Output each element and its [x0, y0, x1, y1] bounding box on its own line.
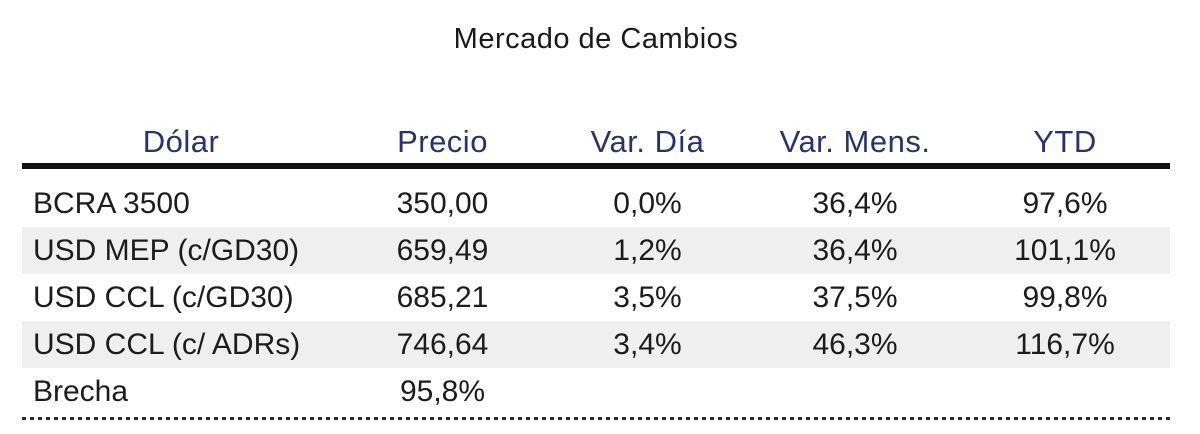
table-header-row: Dólar Precio Var. Día Var. Mens. YTD [22, 117, 1170, 169]
precio-value: 350,00 [396, 186, 489, 220]
row-label: BCRA 3500 [33, 186, 190, 220]
table-row-usd-mep: USD MEP (c/GD30) 659,49 1,2% 36,4% 101,1… [22, 227, 1170, 274]
precio-value: 95,8% [399, 374, 486, 408]
table-row-usd-ccl-adrs: USD CCL (c/ ADRs) 746,64 3,4% 46,3% 116,… [22, 321, 1170, 368]
column-header-var-dia: Var. Día [590, 124, 705, 159]
row-label: USD CCL (c/ ADRs) [33, 327, 301, 361]
var-dia-value: 1,2% [613, 233, 682, 267]
row-label: Brecha [33, 374, 129, 408]
table-row-usd-ccl-gd30: USD CCL (c/GD30) 685,21 3,5% 37,5% 99,8% [22, 274, 1170, 321]
table-bottom-dashed-rule [22, 417, 1170, 420]
var-dia-value: 3,5% [613, 280, 682, 314]
row-label: USD MEP (c/GD30) [33, 233, 300, 267]
ytd-value: 101,1% [1014, 233, 1116, 267]
ytd-value: 97,6% [1022, 186, 1108, 220]
table-row-brecha: Brecha 95,8% [22, 368, 1170, 415]
table-body: BCRA 3500 350,00 0,0% 36,4% 97,6% USD ME… [22, 169, 1170, 415]
precio-value: 659,49 [396, 233, 489, 267]
column-header-precio: Precio [397, 124, 488, 159]
precio-value: 685,21 [396, 280, 489, 314]
precio-value: 746,64 [396, 327, 489, 361]
var-mens-value: 37,5% [812, 280, 898, 314]
var-dia-value: 0,0% [613, 186, 682, 220]
var-mens-value: 36,4% [812, 186, 898, 220]
row-label: USD CCL (c/GD30) [33, 280, 294, 314]
var-dia-value: 3,4% [613, 327, 682, 361]
column-header-dolar: Dólar [142, 124, 220, 159]
ytd-value: 116,7% [1015, 327, 1115, 361]
column-header-var-mens: Var. Mens. [779, 124, 931, 159]
exchange-rates-table: Dólar Precio Var. Día Var. Mens. YTD BCR… [22, 117, 1170, 420]
var-mens-value: 36,4% [812, 233, 898, 267]
var-mens-value: 46,3% [812, 327, 898, 361]
page-title: Mercado de Cambios [453, 23, 739, 55]
column-header-ytd: YTD [1033, 124, 1097, 159]
table-row-bcra-3500: BCRA 3500 350,00 0,0% 36,4% 97,6% [22, 180, 1170, 227]
ytd-value: 99,8% [1022, 280, 1108, 314]
